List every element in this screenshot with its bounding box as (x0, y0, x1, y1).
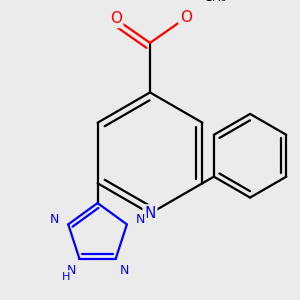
Text: CH₃: CH₃ (203, 0, 226, 4)
Text: O: O (110, 11, 122, 26)
Text: N: N (144, 206, 156, 221)
Text: N: N (66, 264, 76, 277)
Text: H: H (62, 272, 71, 282)
Text: N: N (50, 213, 59, 226)
Text: N: N (119, 264, 129, 277)
Text: O: O (180, 10, 192, 25)
Text: N: N (136, 213, 145, 226)
